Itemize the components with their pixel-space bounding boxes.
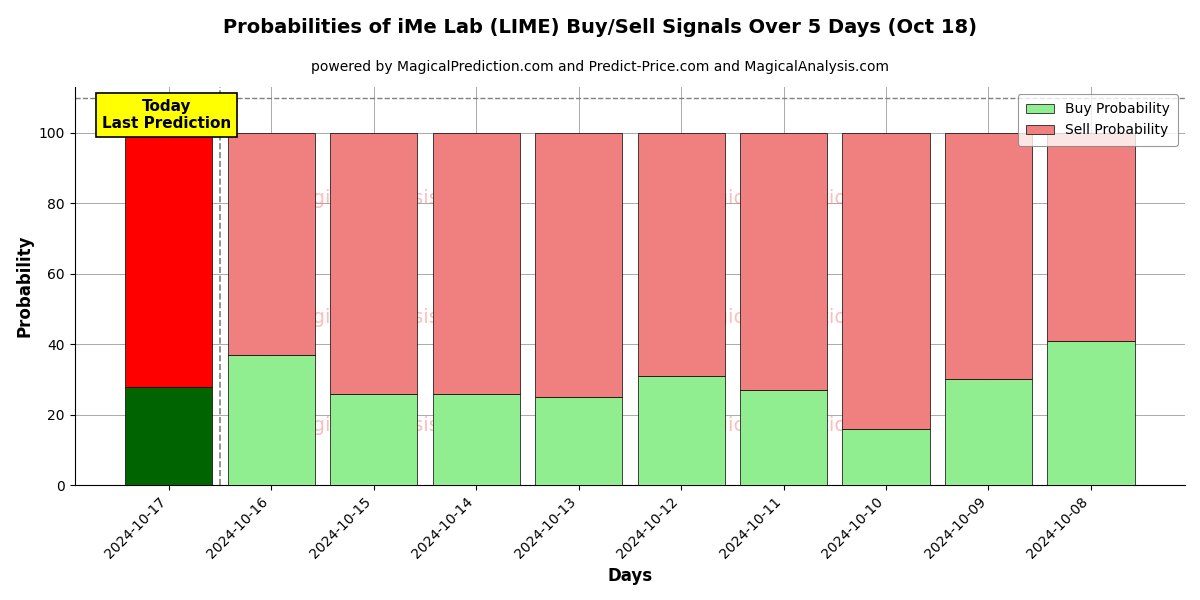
Bar (1048, 133, 1134, 341)
Bar (535, 397, 622, 485)
Text: Probabilities of iMe Lab (LIME) Buy/Sell Signals Over 5 Days (Oct 18): Probabilities of iMe Lab (LIME) Buy/Sell… (223, 18, 977, 37)
Bar (125, 386, 212, 485)
Text: MagicalPrediction.com: MagicalPrediction.com (686, 308, 906, 328)
Bar (637, 376, 725, 485)
Bar (944, 379, 1032, 485)
Text: MagicalAnalysis.com: MagicalAnalysis.com (284, 308, 487, 328)
Bar (944, 133, 1032, 379)
Bar (432, 133, 520, 394)
Bar (535, 133, 622, 397)
Text: powered by MagicalPrediction.com and Predict-Price.com and MagicalAnalysis.com: powered by MagicalPrediction.com and Pre… (311, 60, 889, 74)
Bar (740, 390, 827, 485)
Text: MagicalPrediction.com: MagicalPrediction.com (686, 189, 906, 208)
Text: MagicalAnalysis.com: MagicalAnalysis.com (284, 189, 487, 208)
Bar (125, 133, 212, 386)
Bar (432, 394, 520, 485)
Bar (842, 429, 930, 485)
X-axis label: Days: Days (607, 567, 653, 585)
Bar (228, 133, 314, 355)
Bar (637, 133, 725, 376)
Bar (740, 133, 827, 390)
Legend: Buy Probability, Sell Probability: Buy Probability, Sell Probability (1018, 94, 1178, 146)
Bar (330, 133, 418, 394)
Text: MagicalPrediction.com: MagicalPrediction.com (686, 416, 906, 435)
Bar (330, 394, 418, 485)
Bar (1048, 341, 1134, 485)
Y-axis label: Probability: Probability (16, 235, 34, 337)
Text: MagicalAnalysis.com: MagicalAnalysis.com (284, 416, 487, 435)
Bar (228, 355, 314, 485)
Bar (842, 133, 930, 429)
Text: Today
Last Prediction: Today Last Prediction (102, 99, 232, 131)
